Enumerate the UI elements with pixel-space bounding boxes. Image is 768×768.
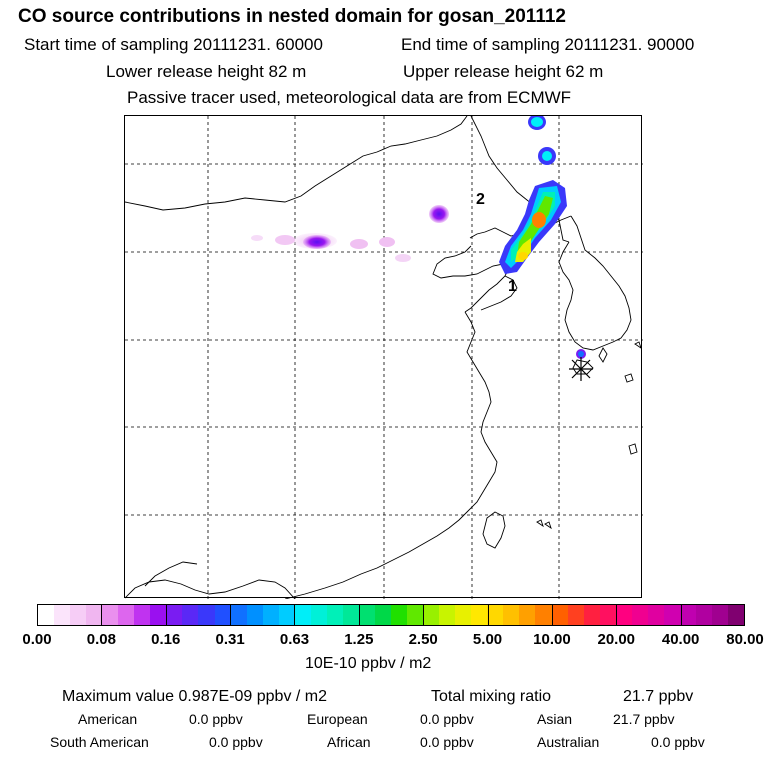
colorbar-tick-label: 10.00 [533, 631, 571, 648]
grid-lines [125, 116, 643, 599]
colorbar-swatch [567, 605, 584, 625]
colorbar-tick-label: 0.00 [22, 631, 52, 648]
region-asian-value: 21.7 ppbv [613, 711, 675, 727]
receptor-marker-icon [569, 357, 593, 381]
colorbar-swatch [54, 605, 71, 625]
colorbar-swatch [342, 605, 359, 625]
colorbar-separator [551, 604, 553, 626]
colorbar-tick-label: 1.25 [344, 631, 374, 648]
colorbar-tick-label: 20.00 [597, 631, 636, 648]
colorbar-swatch [246, 605, 263, 625]
colorbar-separator [358, 604, 360, 626]
colorbar-swatch [278, 605, 295, 625]
colorbar-swatch [487, 605, 504, 625]
colorbar-swatch [551, 605, 568, 625]
colorbar-swatch [679, 605, 696, 625]
colorbar-tick-label: 0.31 [215, 631, 245, 648]
colorbar-separator [423, 604, 425, 626]
colorbar-swatch [134, 605, 151, 625]
plot-title: CO source contributions in nested domain… [18, 6, 566, 27]
colorbar-swatch [535, 605, 552, 625]
colorbar-swatch [262, 605, 279, 625]
colorbar-tick-label: 0.16 [151, 631, 181, 648]
region-african-label: African [327, 734, 371, 750]
colorbar-swatch [583, 605, 600, 625]
colorbar-swatch [38, 605, 55, 625]
colorbar-swatch [150, 605, 167, 625]
colorbar-tick-label: 2.50 [408, 631, 438, 648]
total-mixing-ratio-label: Total mixing ratio [431, 688, 552, 705]
upper-release-height-label: Upper release height 62 m [403, 62, 604, 81]
colorbar-swatch [102, 605, 119, 625]
end-time-label: End time of sampling 20111231. 90000 [401, 35, 695, 54]
colorbar-swatch [182, 605, 199, 625]
region-south-american-label: South American [50, 734, 149, 750]
colorbar-tick-label: 0.63 [279, 631, 310, 648]
colorbar-swatch [70, 605, 87, 625]
colorbar-swatch [615, 605, 632, 625]
region-american-label: American [78, 711, 138, 727]
region-african-value: 0.0 ppbv [420, 734, 474, 750]
colorbar-swatch [695, 605, 712, 625]
map-canvas: 2 1 [125, 116, 643, 599]
colorbar-swatch [711, 605, 729, 625]
colorbar-separator [101, 604, 103, 626]
colorbar-swatch [166, 605, 183, 625]
colorbar-tick-label: 5.00 [472, 631, 503, 648]
map-panel: 2 1 [124, 115, 643, 599]
colorbar-swatch [647, 605, 664, 625]
colorbar-swatch [423, 605, 440, 625]
colorbar-swatch [198, 605, 215, 625]
map-label-2: 2 [476, 191, 485, 208]
colorbar-separator [294, 604, 296, 626]
colorbar-swatch [599, 605, 616, 625]
colorbar-tick-label: 80.00 [726, 631, 764, 648]
colorbar-swatch [358, 605, 375, 625]
colorbar-swatch [294, 605, 311, 625]
region-south-american-value: 0.0 ppbv [209, 734, 263, 750]
colorbar-separator [680, 604, 682, 626]
region-american-value: 0.0 ppbv [189, 711, 243, 727]
colorbar-swatch [631, 605, 648, 625]
colorbar-swatch [663, 605, 680, 625]
colorbar-swatch [326, 605, 343, 625]
colorbar-swatch [439, 605, 456, 625]
region-australian-label: Australian [537, 734, 600, 750]
colorbar-swatch [391, 605, 408, 625]
colorbar-tick-label: 0.08 [86, 631, 116, 648]
colorbar-swatch [230, 605, 247, 625]
colorbar-swatch [214, 605, 231, 625]
colorbar-swatch [86, 605, 103, 625]
colorbar-swatch [455, 605, 472, 625]
colorbar-swatch [728, 605, 745, 625]
region-european-label: European [307, 711, 368, 727]
colorbar-swatch [118, 605, 135, 625]
colorbar-swatch [519, 605, 536, 625]
colorbar-swatch [407, 605, 424, 625]
lower-release-height-label: Lower release height 82 m [106, 62, 307, 81]
maximum-value-label: Maximum value 0.987E-09 ppbv / m2 [62, 688, 328, 705]
region-european-value: 0.0 ppbv [420, 711, 474, 727]
tracer-info-label: Passive tracer used, meteorological data… [127, 88, 572, 107]
colorbar-separator [616, 604, 618, 626]
colorbar-unit-label: 10E-10 ppbv / m2 [305, 655, 432, 672]
colorbar-swatch [471, 605, 488, 625]
region-australian-value: 0.0 ppbv [651, 734, 705, 750]
concentration-plume [251, 116, 586, 359]
total-mixing-ratio-value: 21.7 ppbv [623, 688, 694, 705]
colorbar [37, 604, 745, 626]
start-time-label: Start time of sampling 20111231. 60000 [24, 35, 323, 54]
colorbar-separator [165, 604, 167, 626]
colorbar-swatch [374, 605, 392, 625]
region-asian-label: Asian [537, 711, 573, 727]
colorbar-separator [230, 604, 232, 626]
colorbar-separator [487, 604, 489, 626]
colorbar-swatch [503, 605, 520, 625]
colorbar-swatch [310, 605, 327, 625]
colorbar-tick-label: 40.00 [661, 631, 700, 648]
map-label-1: 1 [508, 278, 517, 295]
